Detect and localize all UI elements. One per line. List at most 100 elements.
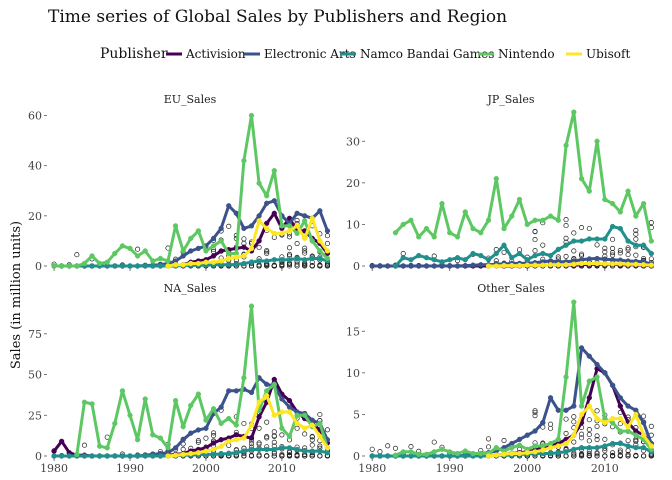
- data-point: [248, 422, 255, 428]
- data-point: [218, 404, 224, 410]
- data-point: [317, 420, 323, 427]
- data-point: [423, 263, 430, 269]
- other-point: [648, 220, 654, 226]
- data-point: [233, 261, 239, 268]
- other-point: [501, 249, 507, 255]
- data-point: [180, 437, 186, 443]
- data-point: [150, 432, 156, 438]
- data-point: [625, 261, 631, 267]
- data-point: [439, 446, 445, 452]
- other-point: [286, 234, 293, 240]
- data-point: [532, 449, 538, 455]
- other-point: [256, 441, 262, 447]
- other-point: [256, 453, 262, 459]
- data-point: [264, 393, 270, 399]
- other-point: [286, 245, 293, 251]
- data-point: [392, 263, 399, 269]
- data-point: [294, 210, 300, 216]
- data-point: [271, 381, 277, 387]
- other-point: [408, 444, 414, 450]
- data-point: [302, 448, 308, 454]
- data-point: [377, 263, 383, 269]
- data-point: [532, 262, 538, 268]
- other-point: [309, 442, 315, 448]
- data-point: [478, 262, 484, 268]
- data-point: [89, 453, 95, 459]
- other-point: [369, 446, 375, 452]
- data-point: [516, 262, 523, 269]
- other-point: [195, 438, 201, 444]
- data-point: [617, 395, 623, 401]
- data-point: [324, 228, 331, 234]
- data-point: [400, 221, 406, 228]
- data-point: [81, 399, 88, 405]
- data-point: [640, 200, 647, 207]
- other-point: [633, 453, 639, 459]
- series-line: [394, 110, 653, 242]
- data-point: [540, 250, 546, 257]
- data-point: [248, 112, 255, 119]
- data-point: [317, 238, 323, 244]
- other-point: [324, 263, 330, 269]
- data-point: [617, 209, 623, 215]
- data-point: [264, 258, 270, 264]
- data-point: [563, 262, 569, 268]
- other-point: [279, 451, 285, 457]
- data-point: [218, 258, 224, 264]
- other-point: [532, 413, 538, 419]
- series-ubisoft: [165, 393, 331, 459]
- data-point: [571, 299, 577, 305]
- data-point: [134, 437, 141, 443]
- data-point: [59, 263, 65, 269]
- x-tick-label: 1980: [40, 462, 68, 475]
- data-point: [509, 255, 515, 261]
- data-point: [188, 430, 194, 436]
- data-point: [524, 221, 530, 228]
- data-point: [264, 200, 270, 206]
- data-point: [256, 213, 262, 219]
- other-point: [286, 452, 293, 458]
- data-point: [640, 420, 647, 426]
- legend-title: Publisher: [100, 46, 168, 62]
- data-point: [188, 260, 194, 267]
- data-point: [89, 263, 95, 269]
- series-line: [394, 300, 653, 457]
- other-point: [633, 438, 639, 444]
- data-point: [400, 449, 406, 455]
- data-point: [317, 448, 323, 454]
- other-point: [563, 430, 569, 436]
- data-point: [470, 450, 476, 457]
- data-point: [609, 261, 616, 267]
- data-point: [241, 253, 247, 259]
- data-point: [578, 411, 585, 418]
- other-point: [563, 217, 569, 223]
- data-point: [586, 188, 592, 194]
- data-point: [571, 432, 577, 438]
- data-point: [286, 228, 293, 234]
- data-point: [555, 450, 561, 456]
- data-point: [324, 450, 331, 456]
- data-point: [134, 453, 141, 459]
- data-point: [516, 436, 523, 443]
- data-point: [248, 223, 255, 229]
- other-point: [324, 240, 330, 247]
- data-point: [210, 406, 217, 412]
- data-point: [416, 451, 422, 457]
- data-point: [439, 453, 445, 459]
- data-point: [509, 445, 515, 451]
- data-point: [226, 203, 232, 209]
- data-point: [309, 255, 315, 262]
- other-point: [610, 245, 616, 251]
- legend-label: Electronic Arts: [264, 47, 356, 61]
- data-point: [104, 453, 110, 459]
- other-point: [309, 263, 315, 269]
- data-point: [142, 396, 148, 402]
- data-point: [385, 453, 391, 459]
- other-point: [579, 453, 585, 459]
- other-point: [571, 414, 577, 420]
- data-point: [172, 223, 179, 229]
- data-point: [594, 374, 600, 380]
- y-tick-label: 10: [346, 218, 360, 231]
- chart-title: Time series of Global Sales by Publisher…: [48, 7, 507, 27]
- data-point: [625, 403, 631, 409]
